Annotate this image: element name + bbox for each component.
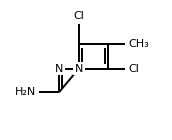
Text: N: N <box>75 64 83 74</box>
Text: H₂N: H₂N <box>15 87 36 97</box>
Text: N: N <box>55 64 63 74</box>
Text: N: N <box>55 64 63 74</box>
Text: Cl: Cl <box>128 64 139 74</box>
Text: CH₃: CH₃ <box>128 39 149 49</box>
Text: N: N <box>75 64 83 74</box>
Text: Cl: Cl <box>73 11 84 21</box>
